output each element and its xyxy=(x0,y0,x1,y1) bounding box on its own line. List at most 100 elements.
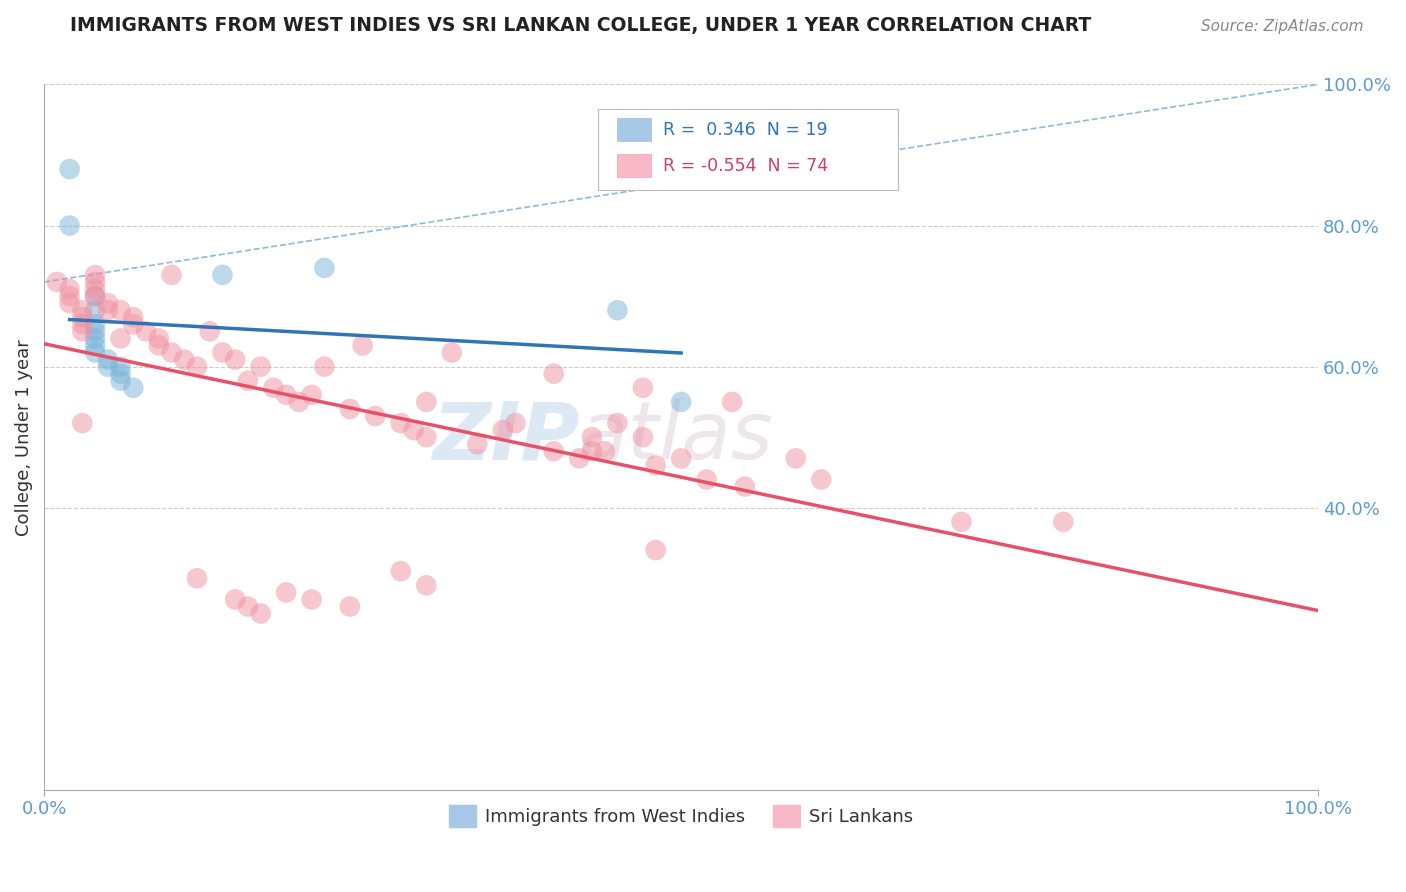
Point xyxy=(389,564,412,578)
Point xyxy=(160,345,183,359)
Point xyxy=(84,338,107,352)
Point xyxy=(314,260,336,275)
Point xyxy=(644,458,666,473)
Point xyxy=(339,599,361,614)
Point xyxy=(339,401,361,416)
Point xyxy=(505,416,527,430)
Point xyxy=(236,374,259,388)
Point xyxy=(543,444,565,458)
Point xyxy=(696,473,718,487)
Point xyxy=(669,395,692,409)
Point xyxy=(581,444,603,458)
Point xyxy=(84,303,107,318)
Point xyxy=(45,275,67,289)
Text: R = -0.554  N = 74: R = -0.554 N = 74 xyxy=(664,157,828,175)
Point xyxy=(97,359,120,374)
Point xyxy=(301,388,323,402)
Point xyxy=(249,607,271,621)
Point xyxy=(581,430,603,444)
Point xyxy=(72,324,94,338)
Point xyxy=(211,345,233,359)
Point xyxy=(84,289,107,303)
Point xyxy=(97,352,120,367)
Point xyxy=(389,416,412,430)
Point xyxy=(72,310,94,325)
Point xyxy=(110,303,132,318)
Point xyxy=(72,318,94,332)
Point xyxy=(84,282,107,296)
Point xyxy=(631,430,654,444)
FancyBboxPatch shape xyxy=(617,154,651,177)
Point xyxy=(84,275,107,289)
Point xyxy=(97,296,120,310)
Point xyxy=(249,359,271,374)
Point xyxy=(721,395,744,409)
Legend: Immigrants from West Indies, Sri Lankans: Immigrants from West Indies, Sri Lankans xyxy=(441,797,920,834)
Point xyxy=(492,423,515,437)
Point xyxy=(1052,515,1074,529)
Point xyxy=(810,473,832,487)
Point xyxy=(314,359,336,374)
Point xyxy=(110,374,132,388)
Point xyxy=(593,444,616,458)
Point xyxy=(110,367,132,381)
Text: R =  0.346  N = 19: R = 0.346 N = 19 xyxy=(664,120,828,138)
Point xyxy=(644,543,666,558)
Point xyxy=(606,303,628,318)
Point xyxy=(58,219,80,233)
Point xyxy=(543,367,565,381)
Point xyxy=(72,303,94,318)
Text: atlas: atlas xyxy=(579,398,773,476)
Point xyxy=(84,318,107,332)
Point xyxy=(440,345,463,359)
Point xyxy=(84,324,107,338)
Point xyxy=(276,388,298,402)
Text: Source: ZipAtlas.com: Source: ZipAtlas.com xyxy=(1201,20,1364,34)
Point xyxy=(301,592,323,607)
Point xyxy=(58,162,80,177)
Point xyxy=(288,395,311,409)
Point xyxy=(186,359,208,374)
Text: ZIP: ZIP xyxy=(432,398,579,476)
Point xyxy=(84,331,107,345)
Point xyxy=(122,381,145,395)
Point xyxy=(97,303,120,318)
Point xyxy=(364,409,387,423)
Point xyxy=(224,352,246,367)
Point xyxy=(72,416,94,430)
Point xyxy=(122,318,145,332)
Point xyxy=(198,324,221,338)
Point xyxy=(224,592,246,607)
Point xyxy=(734,479,756,493)
Point xyxy=(135,324,157,338)
Text: IMMIGRANTS FROM WEST INDIES VS SRI LANKAN COLLEGE, UNDER 1 YEAR CORRELATION CHAR: IMMIGRANTS FROM WEST INDIES VS SRI LANKA… xyxy=(70,16,1091,35)
Point xyxy=(415,430,437,444)
Point xyxy=(606,416,628,430)
FancyBboxPatch shape xyxy=(599,109,897,190)
Point xyxy=(148,331,170,345)
Point xyxy=(84,268,107,282)
Point xyxy=(236,599,259,614)
Point xyxy=(58,296,80,310)
Point xyxy=(211,268,233,282)
Point xyxy=(631,381,654,395)
Point xyxy=(402,423,425,437)
Point xyxy=(110,359,132,374)
Point xyxy=(160,268,183,282)
Point xyxy=(465,437,488,451)
FancyBboxPatch shape xyxy=(617,119,651,141)
Y-axis label: College, Under 1 year: College, Under 1 year xyxy=(15,339,32,535)
Point xyxy=(186,571,208,585)
Point xyxy=(262,381,284,395)
Point xyxy=(84,289,107,303)
Point xyxy=(415,578,437,592)
Point xyxy=(415,395,437,409)
Point xyxy=(58,289,80,303)
Point xyxy=(110,331,132,345)
Point xyxy=(352,338,374,352)
Point xyxy=(122,310,145,325)
Point xyxy=(276,585,298,599)
Point xyxy=(785,451,807,466)
Point xyxy=(84,345,107,359)
Point xyxy=(173,352,195,367)
